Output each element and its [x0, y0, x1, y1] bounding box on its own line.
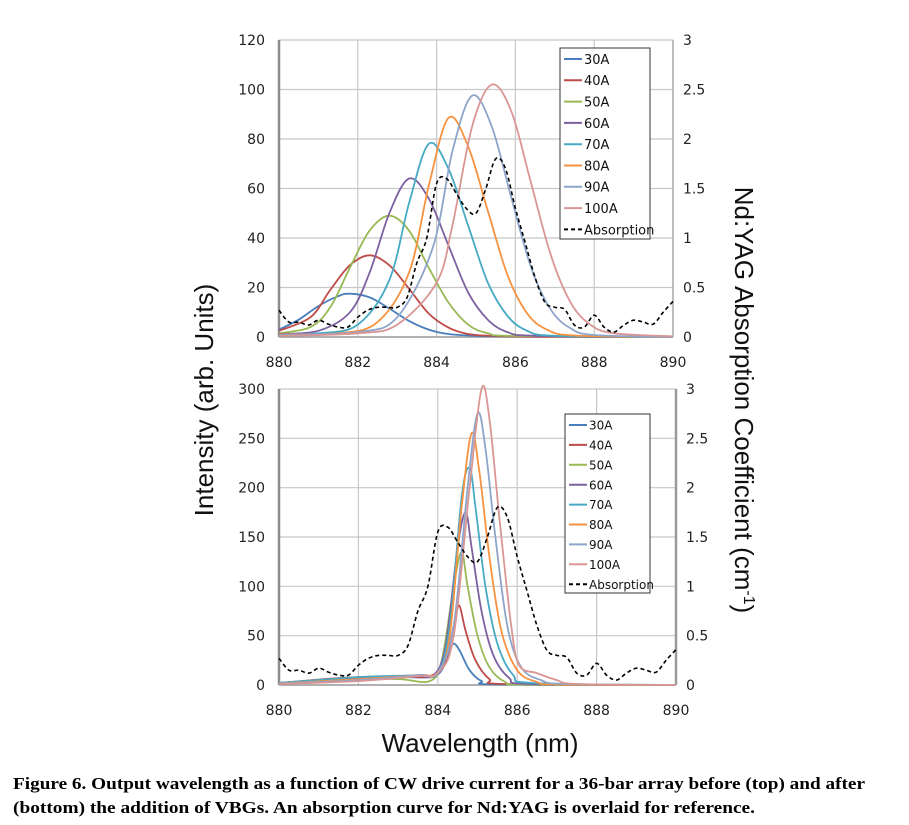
- y2-tick-label: 1.5: [683, 182, 705, 198]
- legend-label: 100A: [589, 558, 621, 572]
- y2-tick-label: 0: [683, 330, 692, 346]
- series-line-90a: [278, 94, 674, 338]
- x-tick-label: 884: [423, 355, 450, 371]
- y2-axis-title-sup: -1: [740, 590, 757, 604]
- y2-axis-title-end: ): [729, 605, 759, 614]
- x-tick-label: 880: [266, 355, 293, 371]
- x-tick-label: 882: [345, 703, 372, 719]
- chart-panel-top: 0 20 40 60 80 100 120 0 0.5 1 1.5 2 2.5 3 880 882 884 886…: [238, 33, 705, 371]
- legend-label: 100A: [584, 202, 618, 217]
- y2-axis-title-main: Nd:YAG Absorption Coefficient (cm: [729, 187, 759, 591]
- y2-tick-label: 2: [683, 132, 692, 148]
- y-tick-label: 80: [247, 132, 265, 148]
- y2-tick-label: 1: [683, 231, 692, 247]
- y-tick-label: 150: [238, 530, 265, 546]
- legend-label: 80A: [589, 518, 613, 532]
- legend-label: 60A: [584, 117, 610, 132]
- legend-box: [564, 413, 651, 594]
- y-tick-label: 120: [238, 33, 265, 49]
- x-tick-label: 890: [663, 703, 690, 719]
- y-tick-label: 200: [238, 481, 265, 497]
- legend-label: Absorption: [589, 578, 654, 592]
- legend-label: 90A: [589, 538, 613, 552]
- series-line-100a: [278, 384, 677, 686]
- y-tick-label: 0: [256, 678, 265, 694]
- series-line-50a: [278, 214, 674, 338]
- y-tick-label: 60: [247, 182, 265, 198]
- series-line-100a: [278, 83, 674, 338]
- series-line-40a: [278, 604, 677, 686]
- series-line-30a: [278, 292, 674, 338]
- y2-tick-label: 2.5: [686, 431, 708, 447]
- y2-axis-title: Nd:YAG Absorption Coefficient (cm-1): [729, 187, 759, 614]
- y-tick-label: 50: [247, 629, 265, 645]
- legend-label: 70A: [589, 498, 613, 512]
- x-tick-label: 880: [266, 703, 293, 719]
- legend-label: 30A: [589, 419, 613, 433]
- legend-label: Absorption: [584, 223, 654, 238]
- y-tick-label: 100: [238, 579, 265, 595]
- legend: 30A 40A 50A 60A 70A 80A 90A 100A Absorption: [564, 413, 654, 594]
- x-tick-label: 886: [502, 355, 529, 371]
- y-tick-label: 300: [238, 382, 265, 398]
- y-tick-label: 250: [238, 431, 265, 447]
- legend-label: 50A: [589, 458, 613, 472]
- y-tick-label: 100: [238, 83, 265, 99]
- y2-tick-label: 3: [686, 382, 695, 398]
- legend-label: 40A: [584, 74, 610, 89]
- y-tick-label: 0: [256, 330, 265, 346]
- y2-tick-label: 1: [686, 579, 695, 595]
- y-axis-title: Intensity (arb. Units): [189, 284, 219, 517]
- legend-label: 90A: [584, 181, 610, 196]
- legend-label: 80A: [584, 159, 610, 174]
- x-tick-label: 888: [583, 703, 610, 719]
- x-tick-label: 888: [581, 355, 608, 371]
- y2-tick-label: 0.5: [686, 629, 708, 645]
- series-line-60a: [278, 177, 674, 338]
- x-axis-title: Wavelength (nm): [382, 728, 579, 758]
- y2-tick-label: 0.5: [683, 281, 705, 297]
- legend: 30A 40A 50A 60A 70A 80A 90A 100A Absorption: [559, 47, 654, 240]
- chart-panel-bottom: 0 50 100 150 200 250 300 0 0.5 1 1.5 2 2.5 3 880 882 884…: [238, 382, 708, 719]
- legend-label: 60A: [589, 478, 613, 492]
- legend-label: 70A: [584, 138, 610, 153]
- legend-label: 30A: [584, 53, 610, 68]
- y2-tick-label: 1.5: [686, 530, 708, 546]
- legend-label: 40A: [589, 438, 613, 452]
- x-tick-label: 886: [504, 703, 531, 719]
- x-tick-label: 890: [660, 355, 687, 371]
- y2-tick-label: 3: [683, 33, 692, 49]
- x-tick-label: 882: [344, 355, 371, 371]
- y2-tick-label: 0: [686, 678, 695, 694]
- x-tick-label: 884: [424, 703, 451, 719]
- y-tick-label: 20: [247, 281, 265, 297]
- y2-tick-label: 2: [686, 481, 695, 497]
- y2-tick-label: 2.5: [683, 83, 705, 99]
- series-line-absorption: [278, 505, 677, 681]
- legend-label: 50A: [584, 96, 610, 111]
- caption-line-1: Figure 6. Output wavelength as a functio…: [13, 774, 866, 793]
- caption-line-2: (bottom) the addition of VBGs. An absorp…: [13, 798, 755, 817]
- y-tick-label: 40: [247, 231, 265, 247]
